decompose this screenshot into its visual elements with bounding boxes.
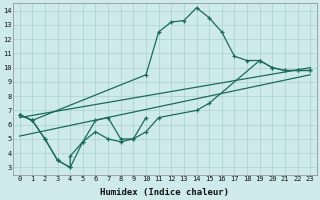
X-axis label: Humidex (Indice chaleur): Humidex (Indice chaleur) [100, 188, 229, 197]
